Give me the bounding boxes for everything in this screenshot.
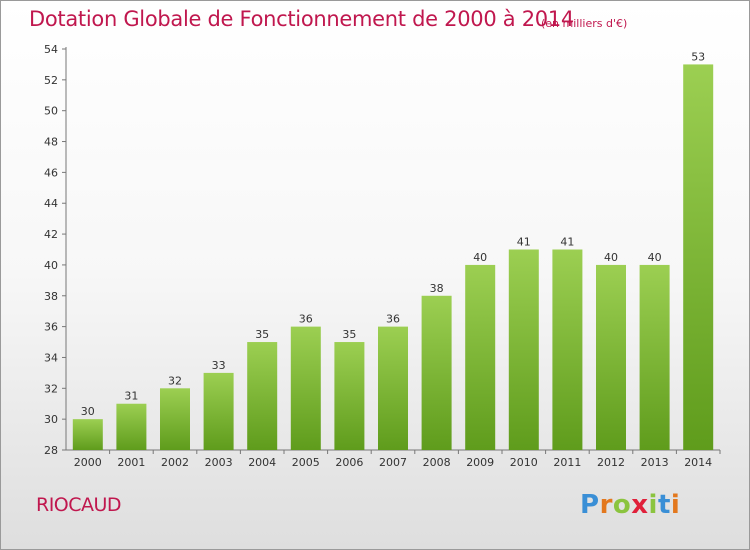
data-label: 33: [212, 359, 226, 372]
data-label: 32: [168, 374, 182, 387]
bar: [203, 372, 234, 450]
logo-letter: i: [648, 490, 658, 520]
bar: [290, 326, 321, 450]
bar: [334, 342, 365, 450]
bar: [160, 388, 190, 450]
data-label: 40: [473, 251, 487, 264]
bar: [72, 419, 103, 450]
y-tick-label: 46: [44, 166, 58, 179]
data-label: 36: [299, 313, 313, 326]
y-tick-label: 54: [44, 43, 58, 56]
bar: [421, 295, 452, 450]
x-tick-label: 2009: [466, 456, 494, 469]
logo-letter: P: [580, 490, 600, 520]
y-tick-label: 42: [44, 228, 58, 241]
logo-letter: x: [631, 490, 649, 520]
data-label: 38: [430, 282, 444, 295]
data-label: 35: [342, 328, 356, 341]
y-tick-label: 36: [44, 321, 58, 334]
x-tick-label: 2007: [379, 456, 407, 469]
y-tick-label: 30: [44, 413, 58, 426]
y-tick-label: 28: [44, 444, 58, 457]
proxiti-logo[interactable]: Proxiti: [580, 490, 680, 520]
y-tick-label: 52: [44, 74, 58, 87]
data-label: 40: [648, 251, 662, 264]
bar: [683, 64, 714, 450]
x-tick-label: 2003: [205, 456, 233, 469]
x-tick-label: 2010: [510, 456, 538, 469]
y-tick-label: 40: [44, 259, 58, 272]
chart-subtitle: (en milliers d'€): [541, 17, 628, 30]
data-label: 41: [517, 236, 531, 249]
bar: [508, 249, 539, 450]
x-tick-label: 2012: [597, 456, 625, 469]
bar: [639, 264, 670, 450]
commune-name: RIOCAUD: [36, 494, 122, 516]
data-label: 35: [255, 328, 269, 341]
x-tick-label: 2013: [641, 456, 669, 469]
bar: [247, 342, 278, 450]
x-tick-label: 2001: [117, 456, 145, 469]
data-label: 41: [560, 236, 574, 249]
y-tick-label: 44: [44, 197, 58, 210]
bar: [552, 249, 583, 450]
y-tick-label: 34: [44, 351, 58, 364]
x-tick-label: 2002: [161, 456, 189, 469]
data-label: 53: [691, 50, 705, 63]
y-tick-label: 50: [44, 105, 58, 118]
x-tick-label: 2008: [423, 456, 451, 469]
x-tick-label: 2005: [292, 456, 320, 469]
y-tick-label: 32: [44, 382, 58, 395]
logo-letter: t: [657, 490, 671, 520]
x-tick-label: 2000: [74, 456, 102, 469]
bar: [596, 264, 626, 450]
x-tick-label: 2014: [684, 456, 712, 469]
data-label: 40: [604, 251, 618, 264]
x-tick-label: 2006: [335, 456, 363, 469]
data-label: 31: [124, 390, 138, 403]
logo-letter: o: [612, 490, 632, 520]
x-tick-label: 2011: [553, 456, 581, 469]
bar: [378, 326, 408, 450]
logo-letter: i: [670, 490, 681, 520]
logo-letter: r: [599, 490, 613, 520]
x-tick-label: 2004: [248, 456, 276, 469]
data-label: 36: [386, 313, 400, 326]
bar: [116, 403, 147, 450]
chart-title: Dotation Globale de Fonctionnement de 20…: [29, 7, 574, 31]
data-label: 30: [81, 405, 95, 418]
bar: [465, 264, 496, 450]
y-tick-label: 48: [44, 136, 58, 149]
y-tick-label: 38: [44, 290, 58, 303]
